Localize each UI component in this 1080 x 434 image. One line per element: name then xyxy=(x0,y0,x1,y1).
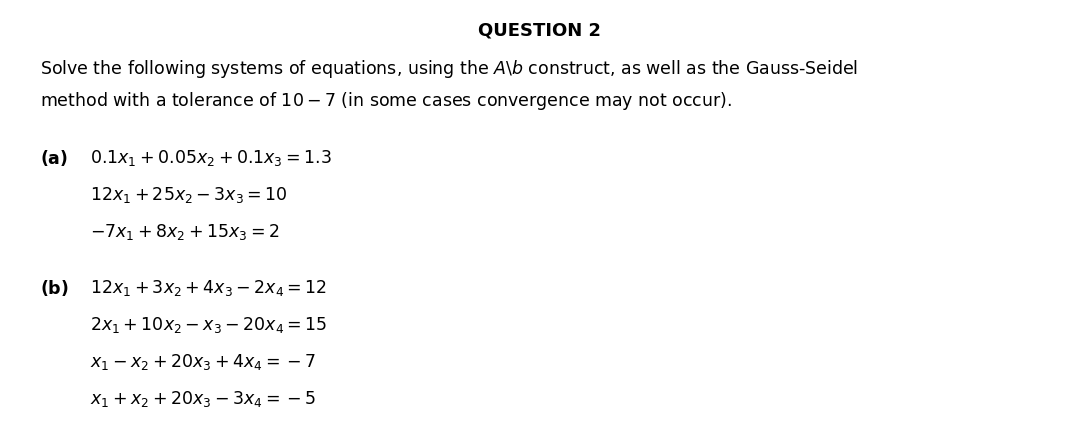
Text: Solve the following systems of equations, using the $A{\backslash}b$ construct, : Solve the following systems of equations… xyxy=(40,58,858,80)
Text: $12x_1 + 3x_2 + 4x_3 - 2x_4 = 12$: $12x_1 + 3x_2 + 4x_3 - 2x_4 = 12$ xyxy=(90,278,327,298)
Text: $12x_1 + 25x_2 - 3x_3 = 10$: $12x_1 + 25x_2 - 3x_3 = 10$ xyxy=(90,185,287,205)
Text: method with a tolerance of $10 - 7$ (in some cases convergence may not occur).: method with a tolerance of $10 - 7$ (in … xyxy=(40,90,732,112)
Text: $-7x_1 + 8x_2 + 15x_3 = 2$: $-7x_1 + 8x_2 + 15x_3 = 2$ xyxy=(90,222,280,242)
Text: $x_1 + x_2 + 20x_3 - 3x_4 = -5$: $x_1 + x_2 + 20x_3 - 3x_4 = -5$ xyxy=(90,389,315,409)
Text: QUESTION 2: QUESTION 2 xyxy=(478,22,602,40)
Text: $2x_1 + 10x_2 - x_3 - 20x_4 = 15$: $2x_1 + 10x_2 - x_3 - 20x_4 = 15$ xyxy=(90,315,327,335)
Text: $x_1 - x_2 + 20x_3 + 4x_4 = -7$: $x_1 - x_2 + 20x_3 + 4x_4 = -7$ xyxy=(90,352,315,372)
Text: $0.1x_1 + 0.05x_2 + 0.1x_3 = 1.3$: $0.1x_1 + 0.05x_2 + 0.1x_3 = 1.3$ xyxy=(90,148,332,168)
Text: $\mathbf{(a)}$: $\mathbf{(a)}$ xyxy=(40,148,68,168)
Text: $\mathbf{(b)}$: $\mathbf{(b)}$ xyxy=(40,278,69,298)
